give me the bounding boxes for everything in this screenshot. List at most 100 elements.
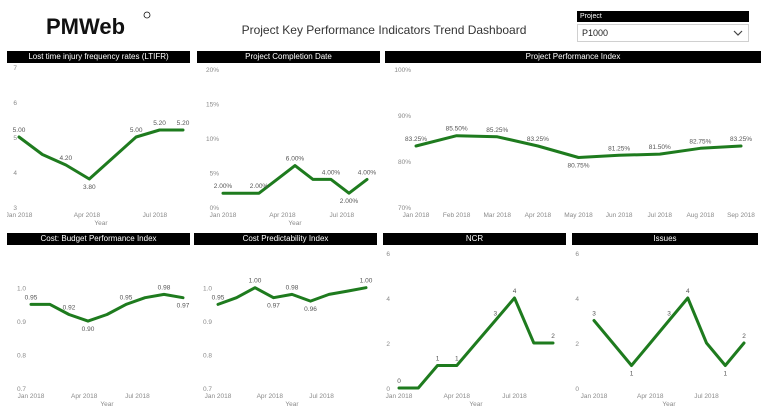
panel-completion: Project Completion Date 20% 15% 10% 5% 0% Jan… (197, 51, 380, 226)
panel-title: NCR (383, 233, 566, 245)
y-tick-label: 1.0 (17, 286, 26, 293)
data-label: 2 (742, 333, 746, 340)
x-tick-label: Aug 2018 (686, 212, 714, 219)
y-tick-label: 10% (206, 136, 219, 143)
data-label: 1 (723, 371, 727, 378)
chart-completion: 20% 15% 10% 5% 0%Jan 2018 Apr 2018 Jul 2018 Yea… (206, 67, 376, 226)
data-label: 5.00 (13, 127, 26, 134)
x-tick-label: Jul 2018 (330, 212, 355, 219)
y-tick-label: 6 (575, 251, 579, 258)
panel-title: Project Performance Index (385, 51, 761, 63)
series-line (414, 134, 743, 159)
data-label: 3 (592, 311, 596, 318)
x-tick-label: Jan 2018 (581, 393, 608, 400)
panel-ltifr: Lost time injury frequency rates (LTIFR)… (7, 51, 190, 226)
data-label: 0.95 (25, 294, 38, 301)
svg-text:PMWeb: PMWeb (46, 14, 125, 39)
series-line (221, 164, 369, 195)
data-label: 4 (686, 288, 690, 295)
data-label: 0.97 (267, 303, 280, 310)
y-tick-label: 0 (575, 386, 579, 393)
panel-predictability: Cost Predictability Index 1.0 0.9 0.8 0.7 Ja… (194, 233, 377, 411)
series-line (17, 128, 185, 181)
data-label: 1 (455, 356, 459, 363)
data-label: 83.25% (405, 136, 427, 143)
data-label: 0.97 (177, 303, 190, 310)
series-line (397, 296, 555, 390)
data-label: 2.00% (340, 198, 359, 205)
x-axis-title: Year (288, 220, 302, 226)
data-label: 4.00% (322, 169, 341, 176)
y-tick-label: 4 (575, 296, 579, 303)
data-label: 81.50% (649, 144, 671, 151)
y-tick-label: 2 (575, 341, 579, 348)
x-tick-label: Jan 2018 (210, 212, 237, 219)
y-tick-label: 70% (398, 205, 411, 212)
x-tick-label: Apr 2018 (444, 393, 471, 400)
data-label: 85.50% (446, 126, 468, 133)
project-filter-value: P1000 (582, 28, 609, 38)
y-tick-label: 0.9 (17, 319, 26, 326)
panel-performance: Project Performance Index 100% 90% 80% 70% J… (385, 51, 761, 226)
data-label: 0.98 (158, 284, 171, 291)
panel-budget: Cost: Budget Performance Index 1.0 0.9 0.8… (7, 233, 190, 411)
x-tick-label: Jan 2018 (18, 393, 45, 400)
chevron-down-icon[interactable] (732, 27, 744, 39)
x-axis-title: Year (285, 401, 299, 408)
data-label: 80.75% (567, 163, 589, 170)
data-label: 82.75% (689, 138, 711, 145)
y-tick-label: 0.8 (203, 353, 212, 360)
data-label: 4 (513, 288, 517, 295)
data-label: 3 (493, 311, 497, 318)
y-tick-label: 0.8 (17, 353, 26, 360)
y-tick-label: 5% (210, 171, 220, 178)
data-label: 83.25% (730, 136, 752, 143)
panel-issues: Issues 6 4 2 0 Jan 2018 Apr 2018 Jul 2018 Year 3… (572, 233, 758, 411)
data-label: 5.20 (153, 120, 166, 127)
x-tick-label: Jan 2018 (386, 393, 413, 400)
y-tick-label: 20% (206, 67, 219, 74)
x-axis-title: Year (662, 401, 676, 408)
x-tick-label: Jul 2018 (143, 212, 168, 219)
project-filter-select[interactable]: P1000 (577, 24, 749, 42)
x-axis-title: Year (94, 220, 108, 226)
data-label: 5.00 (130, 127, 143, 134)
y-tick-label: 1.0 (203, 286, 212, 293)
y-tick-label: 7 (13, 65, 17, 72)
data-label: 3.80 (83, 184, 96, 191)
data-label: 1.00 (360, 278, 373, 285)
pmweb-logo: PMWeb (46, 11, 151, 39)
panel-title: Lost time injury frequency rates (LTIFR) (7, 51, 190, 63)
y-tick-label: 0% (210, 205, 220, 212)
x-tick-label: Jan 2018 (205, 393, 232, 400)
x-tick-label: Jul 2018 (694, 393, 719, 400)
data-label: 0.95 (212, 294, 225, 301)
y-tick-label: 90% (398, 113, 411, 120)
y-tick-label: 2 (386, 341, 390, 348)
project-filter-label: Project (577, 11, 749, 22)
x-tick-label: Mar 2018 (484, 212, 512, 219)
data-label: 83.25% (527, 136, 549, 143)
x-tick-label: Jan 2018 (403, 212, 430, 219)
x-tick-label: Apr 2018 (637, 393, 664, 400)
y-tick-label: 4 (386, 296, 390, 303)
y-tick-label: 5 (13, 135, 17, 142)
data-label: 0.90 (82, 326, 95, 333)
series-line (29, 292, 185, 323)
y-tick-label: 6 (13, 100, 17, 107)
y-tick-label: 80% (398, 159, 411, 166)
data-label: 0.92 (63, 304, 76, 311)
x-tick-label: Jan 2018 (7, 212, 33, 219)
y-tick-label: 0 (386, 386, 390, 393)
y-tick-label: 15% (206, 102, 219, 109)
data-label: 0.96 (304, 306, 317, 313)
data-label: 5.20 (177, 120, 190, 127)
series-line (216, 286, 368, 306)
data-label: 4.20 (60, 155, 73, 162)
y-tick-label: 6 (386, 251, 390, 258)
data-label: 1.00 (249, 278, 262, 285)
series-line (592, 296, 746, 367)
